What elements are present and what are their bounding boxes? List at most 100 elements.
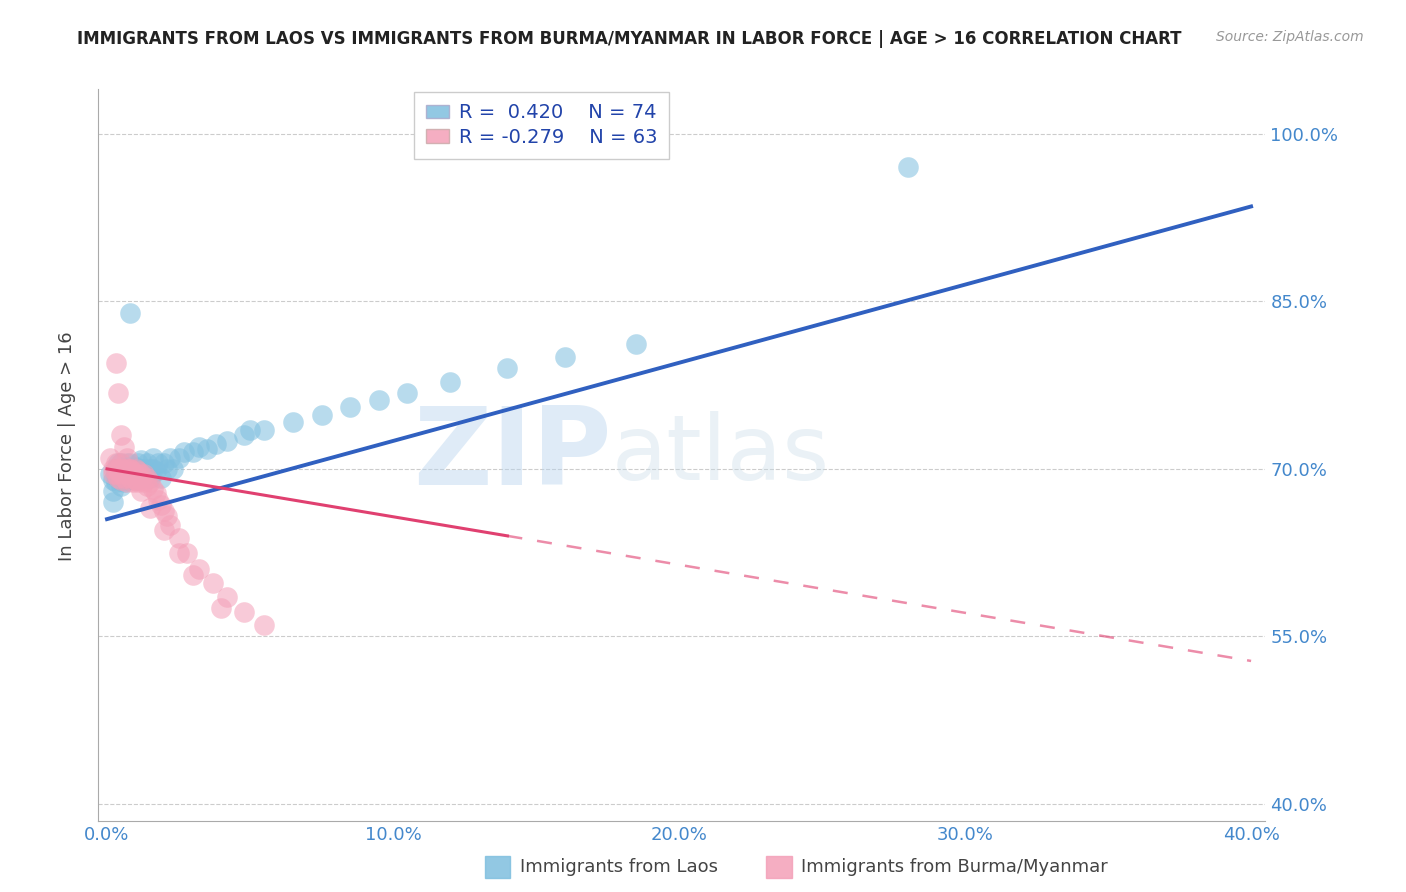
Point [121,462,143,476]
Point [150,498,173,512]
Point [118,467,141,482]
Point [281,415,304,429]
Point [104,467,127,482]
Point [159,450,181,465]
Point [127,475,149,490]
Point [145,464,167,478]
Point [110,428,132,442]
Point [496,361,519,376]
Point [142,462,165,476]
Point [107,471,129,485]
Point [124,467,146,482]
Point [107,456,129,470]
Point [124,473,146,487]
Point [110,478,132,492]
Point [110,462,132,476]
Point [110,473,132,487]
Point [131,484,153,499]
Point [156,508,179,523]
Point [439,375,461,389]
Point [121,464,143,478]
Legend: R =  0.420    N = 74, R = -0.279    N = 63: R = 0.420 N = 74, R = -0.279 N = 63 [415,92,669,159]
Point [396,386,419,401]
Point [162,462,184,476]
Point [98,467,121,482]
Point [101,484,124,499]
Text: IMMIGRANTS FROM LAOS VS IMMIGRANTS FROM BURMA/MYANMAR IN LABOR FORCE | AGE > 16 : IMMIGRANTS FROM LAOS VS IMMIGRANTS FROM … [77,30,1182,48]
Point [195,442,218,456]
Point [124,473,146,487]
Point [142,450,165,465]
Point [209,601,232,615]
Point [107,471,129,485]
Point [253,423,276,437]
Point [110,467,132,482]
Point [118,471,141,485]
Point [167,546,190,560]
Point [98,450,121,465]
Point [134,467,156,482]
Point [118,462,141,476]
Point [115,467,138,482]
Point [118,462,141,476]
Point [134,467,156,482]
Point [124,473,146,487]
Point [101,467,124,482]
Point [101,462,124,476]
Point [624,336,647,351]
Point [181,568,204,582]
Point [142,482,165,496]
Point [233,605,256,619]
Point [110,456,132,470]
Text: ZIP: ZIP [413,402,612,508]
Point [107,462,129,476]
Text: atlas: atlas [612,411,830,499]
Point [127,464,149,478]
Point [112,440,135,454]
Point [112,464,135,478]
Point [118,456,141,470]
Point [104,456,127,470]
Point [131,467,153,482]
Point [150,471,173,485]
Point [217,434,239,448]
Point [145,486,167,500]
Point [253,618,276,632]
Point [112,462,135,476]
Point [101,473,124,487]
Point [112,475,135,490]
Point [239,423,262,437]
Point [217,591,239,605]
Point [124,462,146,476]
Point [136,471,159,485]
Point [897,161,920,175]
Point [136,456,159,470]
Point [118,305,141,319]
Point [115,473,138,487]
Point [107,462,129,476]
Point [115,467,138,482]
Point [148,456,170,470]
Point [131,473,153,487]
Point [115,475,138,490]
Point [127,467,149,482]
Point [121,475,143,490]
Point [173,445,195,459]
Point [104,467,127,482]
Point [311,409,333,423]
Point [118,462,141,476]
Point [107,386,129,401]
Point [139,475,162,490]
Point [153,504,176,518]
Point [204,437,226,451]
Point [187,562,209,576]
Point [136,464,159,478]
Point [367,392,389,407]
Point [131,471,153,485]
Point [112,471,135,485]
Point [121,464,143,478]
Point [101,495,124,509]
Point [115,462,138,476]
Point [156,462,179,476]
Point [118,471,141,485]
